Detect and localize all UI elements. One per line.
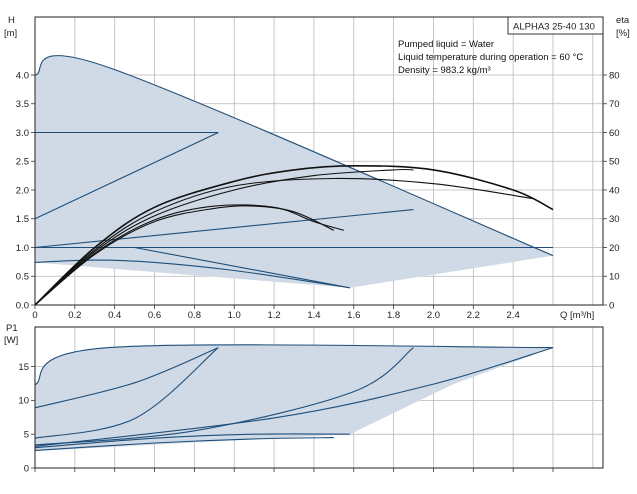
q-tick-label: 2.2 [467, 310, 480, 321]
power-curve [34, 347, 219, 409]
head-curve [134, 246, 350, 289]
bottom-chart-series [34, 344, 554, 451]
efficiency-curve [34, 177, 534, 306]
p1-tick-label: 0 [24, 463, 29, 474]
h-tick-label: 4.0 [16, 70, 29, 81]
efficiency-curve [34, 205, 335, 306]
eta-axis-label: eta [616, 15, 630, 26]
bottom-chart-axes: 0 5 10 15 [18, 326, 604, 474]
eta-tick-label: 20 [609, 243, 620, 254]
q-tick-label: 0.4 [108, 310, 121, 321]
head-curve [34, 55, 554, 257]
q-tick-label: 0 [32, 310, 37, 321]
q-tick-label: 1.4 [307, 310, 320, 321]
note-pumped-liquid: Pumped liquid = Water [398, 39, 494, 50]
power-curve [34, 347, 414, 446]
eta-tick-label: 30 [609, 214, 620, 225]
power-curve [34, 344, 554, 386]
q-tick-label: 0.2 [68, 310, 81, 321]
eta-axis-unit: [%] [616, 28, 630, 39]
q-tick-label: 1.8 [387, 310, 400, 321]
h-tick-label: 3.0 [16, 128, 29, 139]
efficiency-curve [34, 168, 414, 306]
pump-model-title: ALPHA3 25-40 130 [513, 22, 595, 33]
p1-axis-unit: [W] [4, 335, 18, 346]
q-axis-label: Q [m³/h] [560, 310, 594, 321]
eta-tick-label: 80 [609, 70, 620, 81]
h-axis-label: H [8, 15, 15, 26]
q-tick-label: 1.0 [228, 310, 241, 321]
q-tick-label: 0.8 [188, 310, 201, 321]
q-tick-label: 0.6 [148, 310, 161, 321]
power-curve [34, 437, 334, 451]
q-tick-label: 2.4 [507, 310, 520, 321]
p1-tick-label: 10 [18, 396, 29, 407]
bottom-plot-frame [34, 326, 604, 469]
eta-tick-label: 70 [609, 99, 620, 110]
power-curve [34, 433, 350, 449]
note-density: Density = 983.2 kg/m³ [398, 65, 491, 76]
head-curve [34, 209, 414, 249]
h-tick-label: 0.5 [16, 272, 29, 283]
eta-tick-label: 50 [609, 157, 620, 168]
top-chart-axes: 0.0 0.5 1.0 1.5 2.0 2.5 3.0 3.5 4.0 0 10 20 30 40 50 60… [16, 16, 620, 321]
efficiency-curve [34, 164, 554, 306]
efficiency-curve [34, 204, 344, 306]
eta-tick-label: 10 [609, 272, 620, 283]
pump-model-box: ALPHA3 25-40 130 [507, 16, 604, 35]
top-operating-area-fill [35, 55, 553, 288]
h-tick-label: 1.5 [16, 214, 29, 225]
q-tick-label: 2.0 [427, 310, 440, 321]
q-tick-label: 1.2 [267, 310, 280, 321]
h-tick-label: 2.5 [16, 157, 29, 168]
h-tick-label: 1.0 [16, 243, 29, 254]
top-chart-series [34, 55, 554, 306]
p1-tick-label: 5 [24, 429, 29, 440]
eta-tick-label: 0 [609, 300, 614, 311]
p1-axis-label: P1 [6, 323, 18, 334]
h-tick-label: 3.5 [16, 99, 29, 110]
head-curve [34, 132, 219, 220]
p1-tick-label: 15 [18, 362, 29, 373]
power-curve [34, 347, 219, 439]
note-liquid-temperature: Liquid temperature during operation = 60… [398, 52, 583, 63]
top-operating-area [35, 55, 553, 288]
q-tick-label: 1.6 [347, 310, 360, 321]
h-tick-label: 0.0 [16, 300, 29, 311]
h-tick-label: 2.0 [16, 185, 29, 196]
power-curve [34, 347, 554, 447]
h-axis-unit: [m] [4, 28, 17, 39]
eta-tick-label: 60 [609, 128, 620, 139]
eta-tick-label: 40 [609, 185, 620, 196]
